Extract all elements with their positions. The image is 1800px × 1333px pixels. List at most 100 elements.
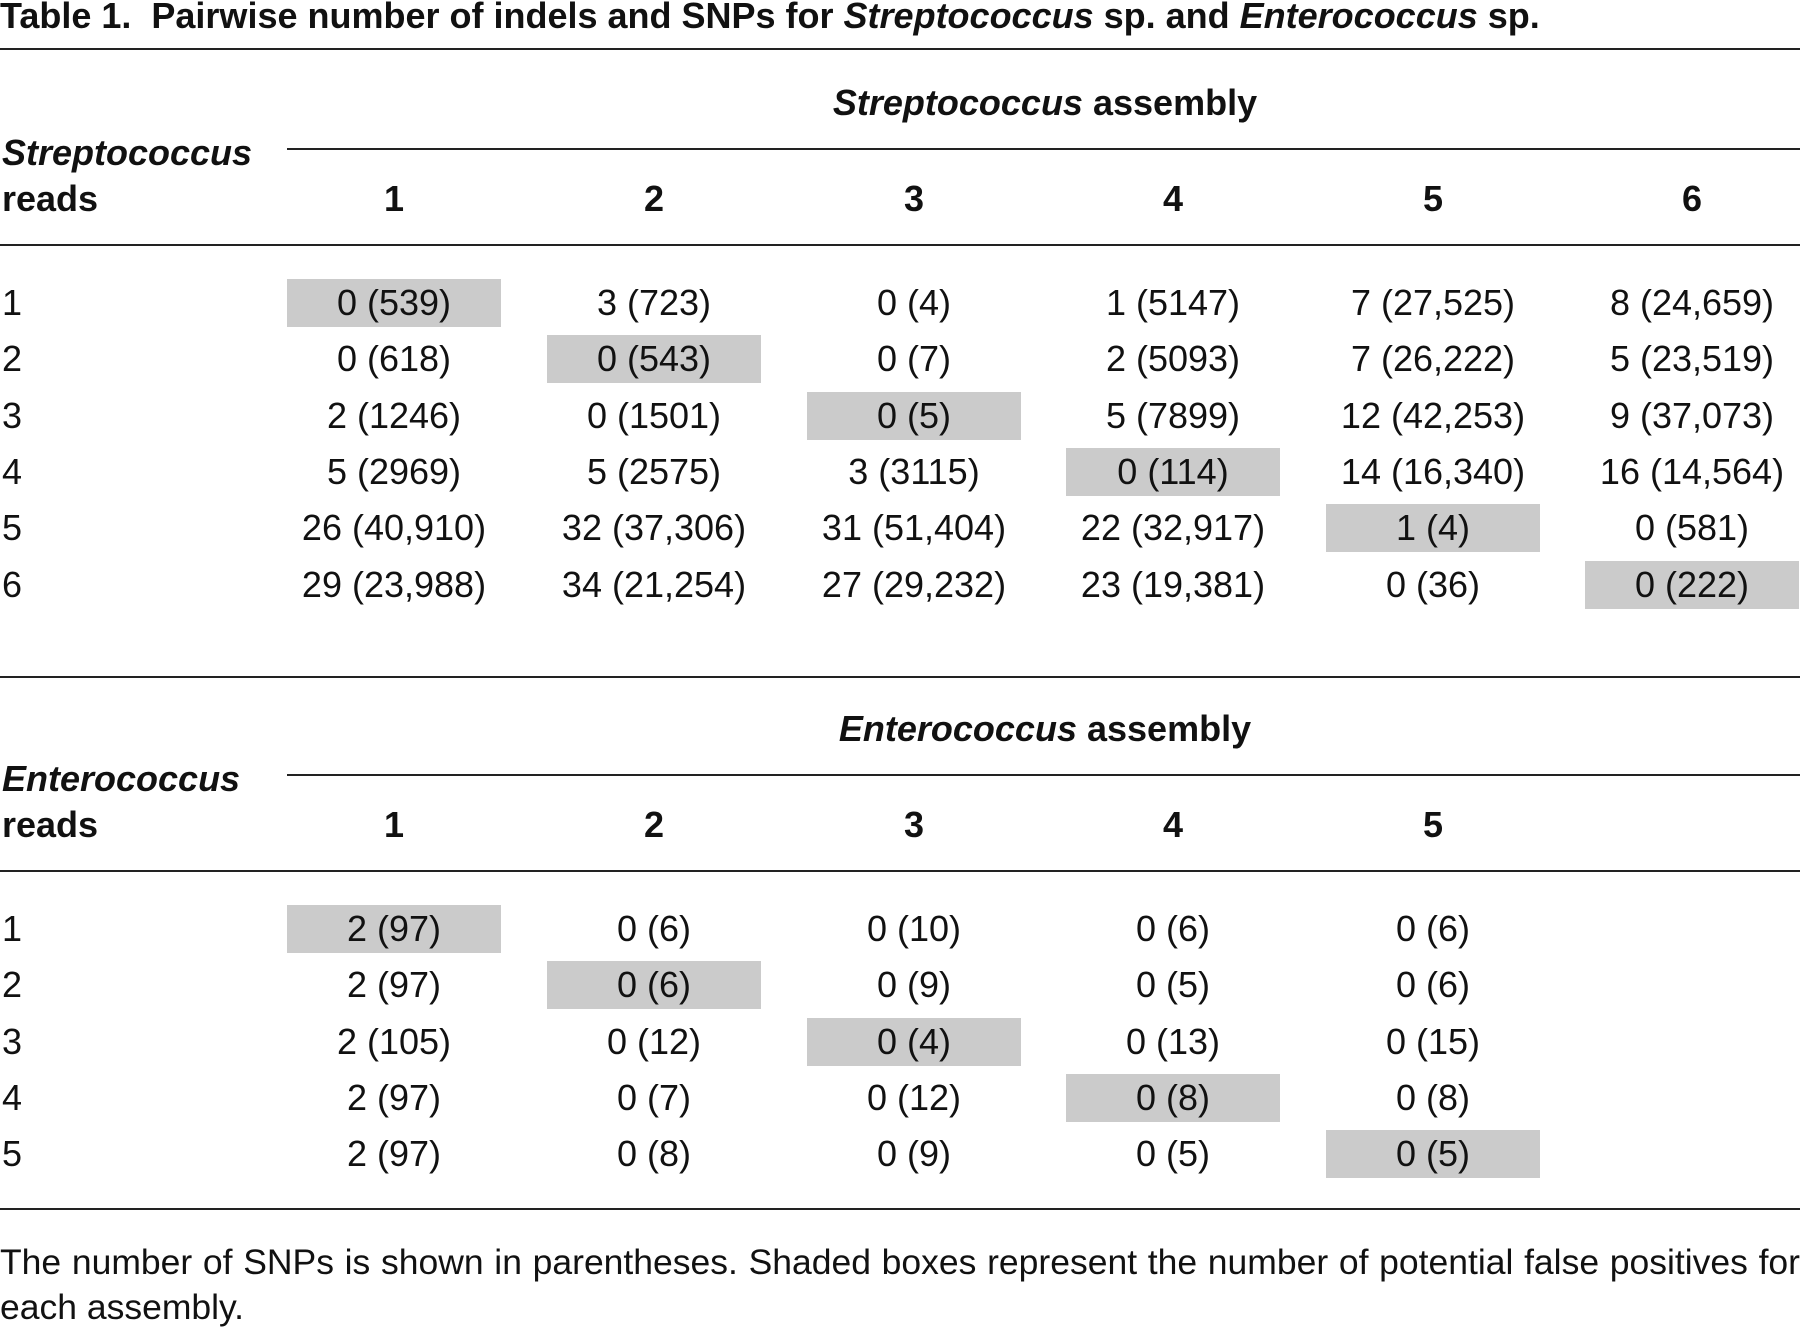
cell: 0 (539) xyxy=(336,282,452,323)
cell: 0 (543) xyxy=(596,338,712,380)
row-label: 1 xyxy=(2,908,23,949)
cell: 0 (4) xyxy=(876,282,952,323)
column-header: 4 xyxy=(1162,178,1184,219)
shaded-box xyxy=(287,905,501,953)
cell: 5 (2575) xyxy=(586,450,722,492)
cell: 0 (5) xyxy=(1395,1133,1471,1175)
cell: 0 (6) xyxy=(616,964,692,1006)
shaded-box xyxy=(807,391,1021,440)
cell: 9 (37,073) xyxy=(1609,394,1775,436)
row-label: 5 xyxy=(2,507,23,549)
group-rule xyxy=(287,148,1800,150)
column-header: 2 xyxy=(643,178,665,219)
shaded-box xyxy=(547,961,761,1010)
shaded-box xyxy=(1585,560,1799,609)
cell: 0 (114) xyxy=(1117,450,1229,492)
cell: 34 (21,254) xyxy=(561,563,747,605)
column-header: 1 xyxy=(383,804,405,845)
cell: 0 (5) xyxy=(1135,964,1211,1006)
stub-genus: Enterococcus xyxy=(2,758,241,799)
cell: 0 (1501) xyxy=(586,394,722,436)
group-header: Enterococcus assembly xyxy=(0,707,1800,751)
cell: 2 (97) xyxy=(346,1133,442,1175)
cell: 29 (23,988) xyxy=(301,563,487,605)
header-rule xyxy=(0,244,1800,246)
cell: 7 (27,525) xyxy=(1350,282,1516,323)
cell: 5 (23,519) xyxy=(1609,338,1775,380)
cell: 0 (4) xyxy=(876,1020,952,1062)
row-label: 3 xyxy=(2,1020,23,1062)
cell: 1 (5147) xyxy=(1105,282,1241,323)
column-header: 6 xyxy=(1681,178,1703,219)
cell: 0 (6) xyxy=(1395,964,1471,1006)
group-rest: assembly xyxy=(1092,82,1258,123)
cell: 0 (6) xyxy=(1395,908,1471,949)
cell: 14 (16,340) xyxy=(1340,450,1526,492)
top-rule xyxy=(0,676,1800,678)
column-header: 4 xyxy=(1162,804,1184,845)
title-part: Streptococcus xyxy=(843,0,1094,36)
cell: 0 (7) xyxy=(616,1076,692,1118)
row-label: 6 xyxy=(2,563,23,605)
column-header: 1 xyxy=(383,178,405,219)
cell: 5 (7899) xyxy=(1105,394,1241,436)
title-part: Pairwise number of indels and SNPs for xyxy=(151,0,844,36)
group-genus: Enterococcus xyxy=(838,708,1077,749)
cell: 22 (32,917) xyxy=(1080,507,1266,549)
shaded-box xyxy=(547,335,761,384)
row-label: 2 xyxy=(2,338,23,380)
cell: 31 (51,404) xyxy=(821,507,1007,549)
cell: 2 (97) xyxy=(346,908,442,949)
cell: 3 (723) xyxy=(596,282,712,323)
header-rule xyxy=(0,870,1800,872)
cell: 0 (5) xyxy=(876,394,952,436)
column-header: 2 xyxy=(643,804,665,845)
column-header: 5 xyxy=(1422,178,1444,219)
cell: 2 (5093) xyxy=(1105,338,1241,380)
group-rest: assembly xyxy=(1086,708,1252,749)
column-header: 3 xyxy=(903,804,925,845)
cell: 0 (618) xyxy=(336,338,452,380)
row-label: 4 xyxy=(2,1076,23,1118)
column-header: 3 xyxy=(903,178,925,219)
row-label: 2 xyxy=(2,964,23,1006)
title-part: sp. xyxy=(1477,0,1540,36)
cell: 0 (5) xyxy=(1135,1133,1211,1175)
cell: 0 (9) xyxy=(876,1133,952,1175)
shaded-box xyxy=(1326,1130,1540,1179)
title: Table 1. Pairwise number of indels and SN… xyxy=(0,0,1540,38)
group-genus: Streptococcus xyxy=(832,82,1083,123)
cell: 2 (97) xyxy=(346,964,442,1006)
footnote: The number of SNPs is shown in parenthes… xyxy=(0,1242,1800,1327)
cell: 8 (24,659) xyxy=(1609,282,1775,323)
cell: 0 (8) xyxy=(1135,1076,1211,1118)
stub-rest: reads xyxy=(2,178,99,219)
cell: 1 (4) xyxy=(1395,507,1471,549)
cell: 0 (581) xyxy=(1634,507,1750,549)
row-label: 5 xyxy=(2,1133,23,1175)
top-rule xyxy=(0,48,1800,50)
group-rule xyxy=(287,774,1800,776)
cell: 0 (12) xyxy=(866,1076,962,1118)
cell: 7 (26,222) xyxy=(1350,338,1516,380)
row-label: 4 xyxy=(2,450,23,492)
shaded-box xyxy=(1066,1073,1280,1122)
cell: 2 (1246) xyxy=(326,394,462,436)
shaded-box xyxy=(807,1017,1021,1066)
row-label: 3 xyxy=(2,394,23,436)
cell: 5 (2969) xyxy=(326,450,462,492)
cell: 3 (3115) xyxy=(848,450,980,492)
shaded-box xyxy=(287,279,501,327)
cell: 0 (36) xyxy=(1385,563,1481,605)
shaded-box xyxy=(1066,447,1280,496)
cell: 0 (8) xyxy=(616,1133,692,1175)
cell: 0 (12) xyxy=(606,1020,702,1062)
column-header: 5 xyxy=(1422,804,1444,845)
bottom-rule xyxy=(0,1208,1800,1210)
cell: 27 (29,232) xyxy=(821,563,1007,605)
cell: 2 (97) xyxy=(346,1076,442,1118)
cell: 12 (42,253) xyxy=(1340,394,1526,436)
title-part: Table 1. xyxy=(0,0,132,36)
title-part: sp. and xyxy=(1093,0,1240,36)
cell: 16 (14,564) xyxy=(1599,450,1785,492)
